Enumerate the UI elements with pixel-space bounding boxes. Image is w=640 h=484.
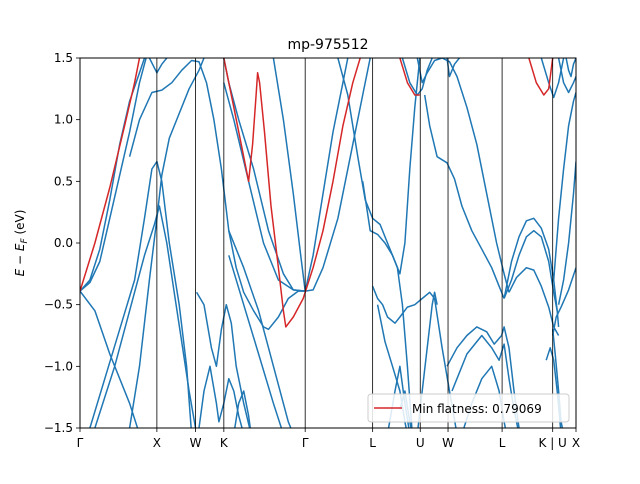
band-line-0 xyxy=(80,58,146,292)
y-tick-label-4: 0.5 xyxy=(54,174,73,188)
legend-box xyxy=(367,393,570,423)
band-line-42 xyxy=(557,58,576,94)
band-line-44 xyxy=(223,58,361,328)
x-tick-label-6: U xyxy=(416,436,425,450)
y-tick-label-6: 1.5 xyxy=(54,51,73,65)
band-line-27 xyxy=(423,94,505,299)
band-line-46 xyxy=(528,58,554,96)
x-tick-label-8: L xyxy=(499,436,506,450)
band-line-32 xyxy=(503,217,560,327)
band-line-14 xyxy=(228,255,283,428)
x-tick-label-9: K | U xyxy=(539,436,567,450)
band-line-40 xyxy=(540,58,565,99)
y-tick-label-1: −1.0 xyxy=(44,359,73,373)
y-tick-label-3: 0.0 xyxy=(54,236,73,250)
y-tick-label-0: −1.5 xyxy=(44,421,73,435)
band-line-45 xyxy=(399,58,420,96)
band-line-6 xyxy=(128,59,306,331)
chart-title: mp-975512 xyxy=(287,37,368,53)
y-axis-label-unit: (eV) xyxy=(13,210,27,239)
legend-label: Min flatness: 0.79069 xyxy=(412,402,542,416)
band-line-26 xyxy=(416,58,510,293)
band-line-15 xyxy=(272,58,306,292)
band-line-21 xyxy=(376,304,407,428)
y-tick-label-5: 1.0 xyxy=(54,113,73,127)
band-line-41 xyxy=(565,58,576,78)
band-line-16 xyxy=(305,58,371,292)
band-line-8 xyxy=(223,58,306,292)
x-tick-label-3: K xyxy=(220,436,229,450)
series-layer xyxy=(80,58,576,428)
band-line-3 xyxy=(89,160,192,428)
y-axis-label: E − EF (eV) xyxy=(13,210,30,277)
band-line-29 xyxy=(446,326,520,428)
y-tick-label-2: −0.5 xyxy=(44,298,73,312)
x-tick-label-0: Γ xyxy=(77,436,84,450)
band-line-20 xyxy=(371,285,457,428)
band-line-9 xyxy=(223,82,306,292)
band-line-7 xyxy=(148,58,168,74)
band-line-1 xyxy=(80,58,147,292)
band-line-33 xyxy=(503,229,558,311)
band-line-43 xyxy=(80,58,141,292)
band-line-18 xyxy=(337,58,421,275)
band-line-25 xyxy=(401,58,433,96)
band-line-4 xyxy=(94,205,197,428)
x-tick-label-10: X xyxy=(572,436,580,450)
y-axis-label-subscript: F xyxy=(20,238,30,244)
band-line-12 xyxy=(234,390,252,428)
band-line-38 xyxy=(557,161,576,305)
band-line-11 xyxy=(198,365,243,428)
x-tick-label-7: W xyxy=(442,436,454,450)
band-line-2 xyxy=(80,290,139,428)
x-tick-label-5: L xyxy=(369,436,376,450)
y-axis-ticks: −1.5 −1.0 −0.5 0.0 0.5 1.0 1.5 xyxy=(44,51,80,435)
x-axis-ticks: Γ X W K Γ L U W L K | U X xyxy=(77,428,580,450)
band-line-39 xyxy=(552,92,576,281)
band-line-13 xyxy=(228,230,292,428)
legend: Min flatness: 0.79069 xyxy=(367,393,570,423)
x-tick-label-1: X xyxy=(153,436,161,450)
x-tick-label-4: Γ xyxy=(302,436,309,450)
x-tick-label-2: W xyxy=(190,436,202,450)
y-axis-label-main: E − E xyxy=(13,243,27,276)
band-line-5 xyxy=(128,58,205,428)
band-line-36 xyxy=(551,329,564,428)
band-line-35 xyxy=(551,267,576,336)
